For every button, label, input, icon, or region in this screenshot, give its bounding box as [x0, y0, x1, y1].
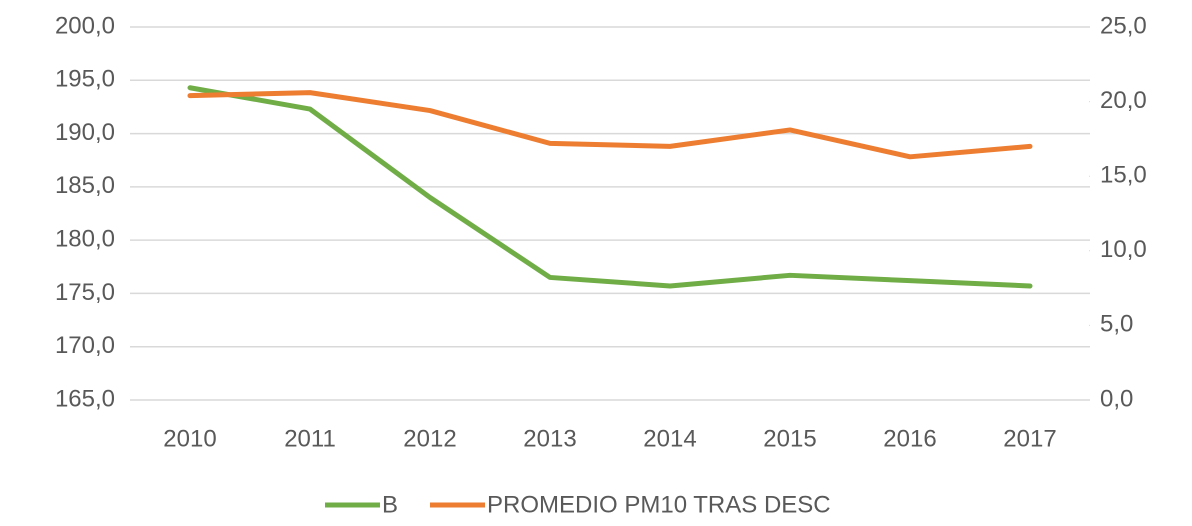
y-tick-label: 175,0 — [55, 279, 115, 306]
y-tick-label: 200,0 — [55, 12, 115, 39]
x-tick-label: 2015 — [763, 425, 816, 452]
y-tick-label: 170,0 — [55, 332, 115, 359]
y-tick-label: 165,0 — [55, 385, 115, 412]
x-tick-label: 2011 — [284, 425, 336, 452]
y2-tick-label: 0,0 — [1100, 385, 1133, 412]
y2-tick-label: 20,0 — [1100, 87, 1147, 114]
legend-label: B — [382, 491, 398, 518]
y2-tick-label: 15,0 — [1100, 162, 1147, 189]
x-tick-label: 2012 — [403, 425, 456, 452]
x-tick-label: 2017 — [1003, 425, 1056, 452]
x-tick-label: 2014 — [643, 425, 696, 452]
x-tick-label: 2016 — [883, 425, 936, 452]
y-tick-label: 185,0 — [55, 172, 115, 199]
legend-label: PROMEDIO PM10 TRAS DESC — [487, 491, 831, 518]
y-tick-label: 190,0 — [55, 119, 115, 146]
y-tick-label: 195,0 — [55, 66, 115, 93]
series-line — [187, 90, 1033, 160]
series-line — [187, 85, 1033, 289]
y2-tick-label: 10,0 — [1100, 236, 1147, 263]
y-tick-label: 180,0 — [55, 225, 115, 252]
y2-tick-label: 25,0 — [1100, 12, 1147, 39]
y2-tick-label: 5,0 — [1100, 311, 1133, 338]
x-tick-label: 2010 — [163, 425, 216, 452]
x-tick-label: 2013 — [523, 425, 576, 452]
